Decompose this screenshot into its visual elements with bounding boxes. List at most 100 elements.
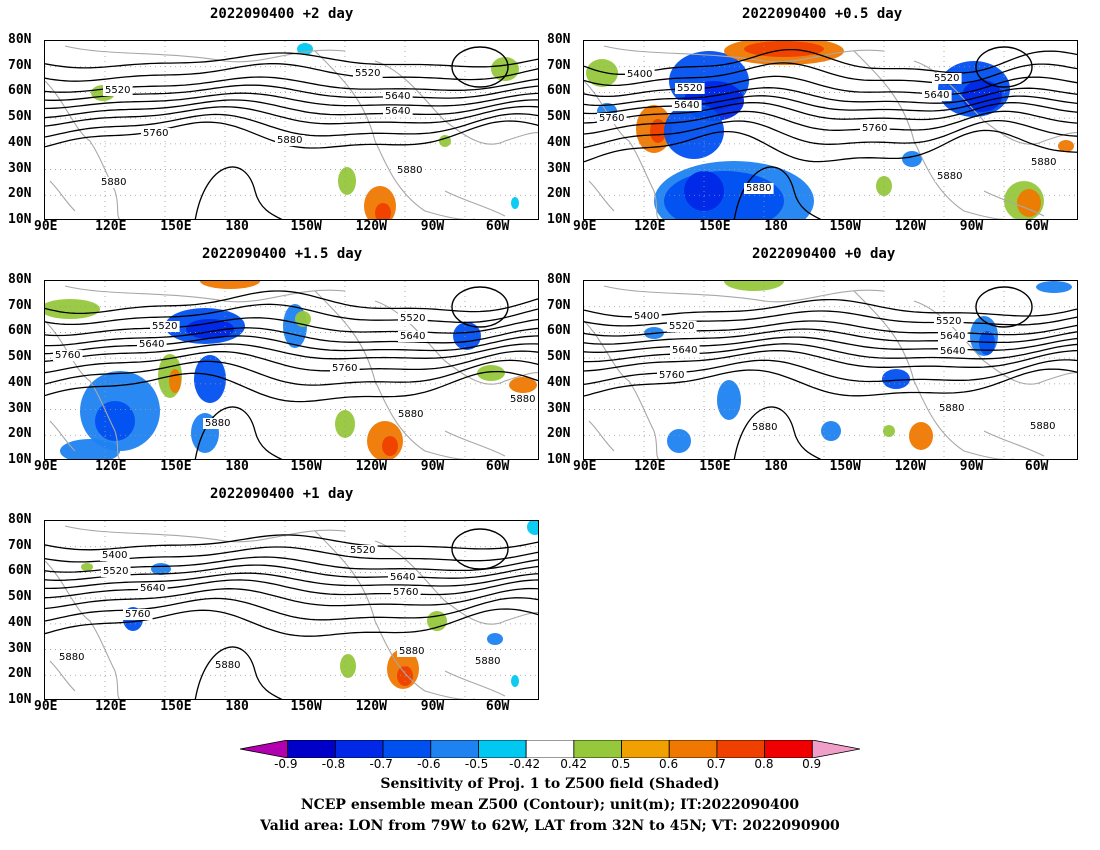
z500-contour	[584, 310, 1077, 327]
z500-contour	[584, 48, 1077, 75]
contour-label: 5520	[103, 566, 128, 577]
lat-label: 30N	[8, 160, 32, 176]
sensitivity-shade	[60, 439, 120, 459]
lat-label: 80N	[8, 512, 32, 527]
colorbar-tick-label: 0.42	[560, 757, 587, 771]
lon-label: 150E	[160, 219, 192, 234]
lon-label: 90E	[573, 459, 597, 474]
lon-label: 120W	[894, 459, 926, 474]
map-panel-plus0: 5400 5520 5640 5760 5520 5640 5640 5880 5880 5880	[583, 280, 1078, 460]
lon-label: 60W	[1024, 219, 1049, 234]
lon-label: 120E	[634, 219, 666, 234]
sensitivity-shade	[1036, 281, 1072, 293]
z500-contour	[45, 579, 538, 599]
z500-contour	[45, 534, 538, 551]
panel-title-plus1: 2022090400 +1 day	[210, 486, 354, 502]
contour-label: 5760	[599, 113, 624, 124]
lat-label: 70N	[547, 297, 571, 313]
z500-contour	[584, 95, 1077, 115]
lon-label: 180	[225, 699, 249, 714]
lat-label: 10N	[547, 212, 571, 227]
sensitivity-shade	[1017, 189, 1041, 217]
sensitivity-shade	[81, 563, 93, 571]
contour-label: 5880	[205, 418, 230, 429]
z500-contour	[45, 113, 538, 138]
map-panel-plus2: 5520 5520 5760 5640 5640 5880 5880 5880	[44, 40, 539, 220]
lon-label: 120W	[355, 699, 387, 714]
sensitivity-shade	[527, 521, 538, 535]
colorbar-segment	[287, 740, 336, 758]
colorbar-segment	[621, 740, 670, 758]
z500-contour	[584, 87, 1077, 107]
contour-label: 5520	[105, 85, 130, 96]
contour-label: 5760	[659, 370, 684, 381]
colorbar-segment	[240, 740, 289, 758]
sensitivity-shade	[427, 611, 447, 631]
z500-contour	[45, 317, 538, 337]
lon-label: 120E	[634, 459, 666, 474]
lon-label: 150E	[160, 699, 192, 714]
lat-label: 50N	[547, 349, 571, 365]
contour-label: 5880	[752, 422, 777, 433]
colorbar-tick-label: 0.6	[659, 757, 679, 771]
z500-contour	[45, 105, 538, 127]
lon-label: 120W	[355, 459, 387, 474]
z500-contour	[45, 370, 538, 403]
lat-label: 10N	[8, 212, 32, 227]
z500-contour	[45, 359, 538, 386]
lat-label: 80N	[8, 272, 32, 287]
lat-label: 20N	[8, 186, 32, 202]
z500-contour	[45, 303, 538, 326]
lon-label: 90W	[959, 459, 984, 474]
lat-label: 50N	[547, 109, 571, 125]
z500-contour	[584, 343, 1077, 363]
z500-contour	[45, 99, 538, 119]
contour-label: 5520	[677, 83, 702, 94]
sensitivity-shade	[909, 422, 933, 450]
lat-label: 20N	[547, 426, 571, 442]
sensitivity-shade	[717, 380, 741, 420]
contour-label: 5880	[746, 183, 771, 194]
contour-label: 5760	[393, 587, 418, 598]
lon-label: 150E	[699, 219, 731, 234]
sensitivity-shade	[169, 369, 181, 393]
colorbar-segment	[668, 740, 718, 758]
z500-contour	[584, 62, 1077, 87]
colorbar-tick-label: 0.9	[802, 757, 822, 771]
lat-label: 50N	[8, 589, 32, 605]
z500-contour	[584, 129, 1077, 163]
colorbar-tick-label: 0.8	[754, 757, 774, 771]
sensitivity-shade	[375, 203, 391, 219]
lon-label: 150W	[290, 219, 322, 234]
z500-contour	[45, 350, 538, 374]
contour-label: 5880	[937, 171, 962, 182]
lat-label: 20N	[547, 186, 571, 202]
sensitivity-shade	[821, 421, 841, 441]
lat-label: 60N	[547, 323, 571, 339]
contour-label: 5640	[924, 90, 949, 101]
lon-label: 90E	[34, 699, 58, 714]
lat-label: 30N	[8, 640, 32, 656]
sensitivity-shade	[200, 281, 260, 289]
z500-contour	[584, 298, 1077, 318]
panel-title-plus2: 2022090400 +2 day	[210, 6, 354, 22]
colorbar-tick-label: 0.5	[611, 757, 631, 771]
lon-label: 90E	[573, 219, 597, 234]
lat-label: 40N	[547, 134, 571, 150]
lon-label: 150W	[829, 219, 861, 234]
contour-label: 5400	[627, 69, 652, 80]
caption-line-1: Sensitivity of Proj. 1 to Z500 field (Sh…	[380, 776, 720, 792]
sensitivity-shade	[509, 377, 537, 393]
contour-label: 5880	[1030, 421, 1055, 432]
colorbar-segment	[525, 740, 575, 758]
contour-label: 5880	[398, 409, 423, 420]
lon-label: 120E	[95, 219, 127, 234]
contour-label: 5640	[400, 331, 425, 342]
contour-label: 5520	[669, 321, 694, 332]
contour-label: 5880	[215, 660, 240, 671]
colorbar-tick-label: -0.6	[417, 757, 441, 771]
contour-label: 5760	[332, 363, 357, 374]
lat-label: 40N	[8, 614, 32, 630]
sensitivity-shade	[902, 151, 922, 167]
lat-label: 70N	[8, 57, 32, 73]
